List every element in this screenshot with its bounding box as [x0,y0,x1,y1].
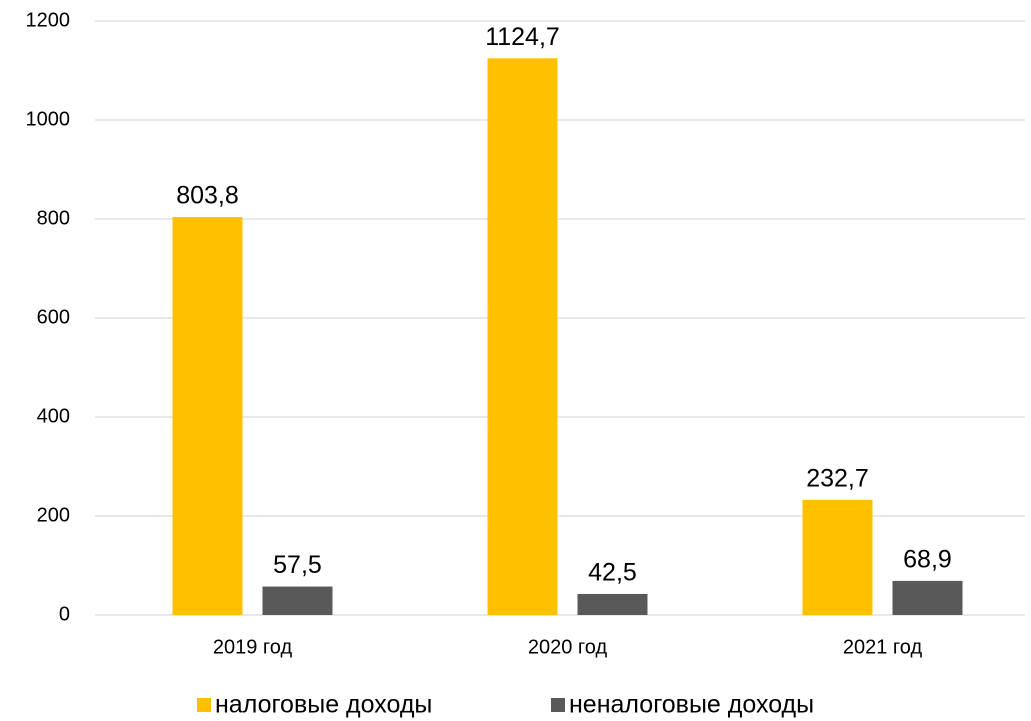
y-tick-label: 400 [37,405,70,427]
value-label: 1124,7 [485,23,560,51]
legend-label: налоговые доходы [215,691,432,719]
value-label: 42,5 [588,559,637,587]
bar [802,499,873,615]
y-tick-label: 800 [37,207,70,229]
y-tick-label: 200 [37,504,70,526]
value-label: 57,5 [273,551,322,579]
value-label: 803,8 [176,182,239,210]
y-tick-label: 0 [59,603,70,625]
value-label: 232,7 [806,464,869,492]
legend-swatch [197,698,211,712]
legend-label: неналоговые доходы [569,691,814,719]
bar [172,217,243,615]
legend-swatch [551,698,565,712]
x-tick-label: 2019 год [213,636,293,658]
y-tick-label: 1200 [26,9,71,31]
bar [577,593,648,615]
value-label: 68,9 [903,546,952,574]
y-tick-label: 600 [37,306,70,328]
bar [487,58,558,615]
y-tick-label: 1000 [26,108,71,130]
bar [892,580,963,615]
x-tick-label: 2020 год [528,636,608,658]
x-tick-label: 2021 год [843,636,923,658]
bar [262,586,333,615]
